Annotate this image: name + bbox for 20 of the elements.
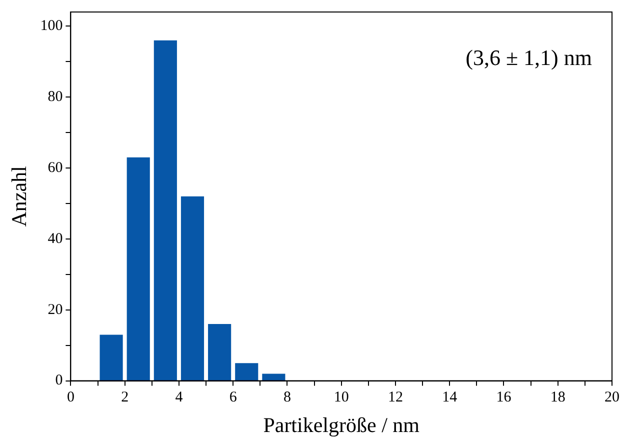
x-tick-label: 12 — [388, 390, 403, 406]
x-axis-title: Partikelgröße / nm — [263, 412, 420, 437]
y-tick-label: 60 — [48, 160, 63, 176]
x-tick-label: 2 — [121, 390, 129, 406]
annotation: (3,6 ± 1,1) nm — [466, 44, 592, 70]
y-tick-label: 80 — [48, 89, 63, 106]
y-tick-label: 20 — [48, 302, 63, 318]
y-axis-title: Anzahl — [7, 166, 32, 227]
x-tick-label: 18 — [550, 390, 566, 406]
y-tick-label: 100 — [40, 18, 63, 34]
y-tick-label: 40 — [48, 230, 63, 247]
x-tick-label: 0 — [66, 390, 74, 406]
x-tick-label: 10 — [334, 390, 349, 406]
x-tick-label: 20 — [604, 390, 620, 406]
y-tick-label: 0 — [55, 372, 63, 389]
x-tick-label: 6 — [229, 390, 238, 406]
x-tick-label: 8 — [283, 390, 291, 406]
x-tick-label: 14 — [442, 390, 458, 406]
x-tick-label: 4 — [175, 390, 184, 406]
x-tick-label: 16 — [496, 390, 512, 406]
